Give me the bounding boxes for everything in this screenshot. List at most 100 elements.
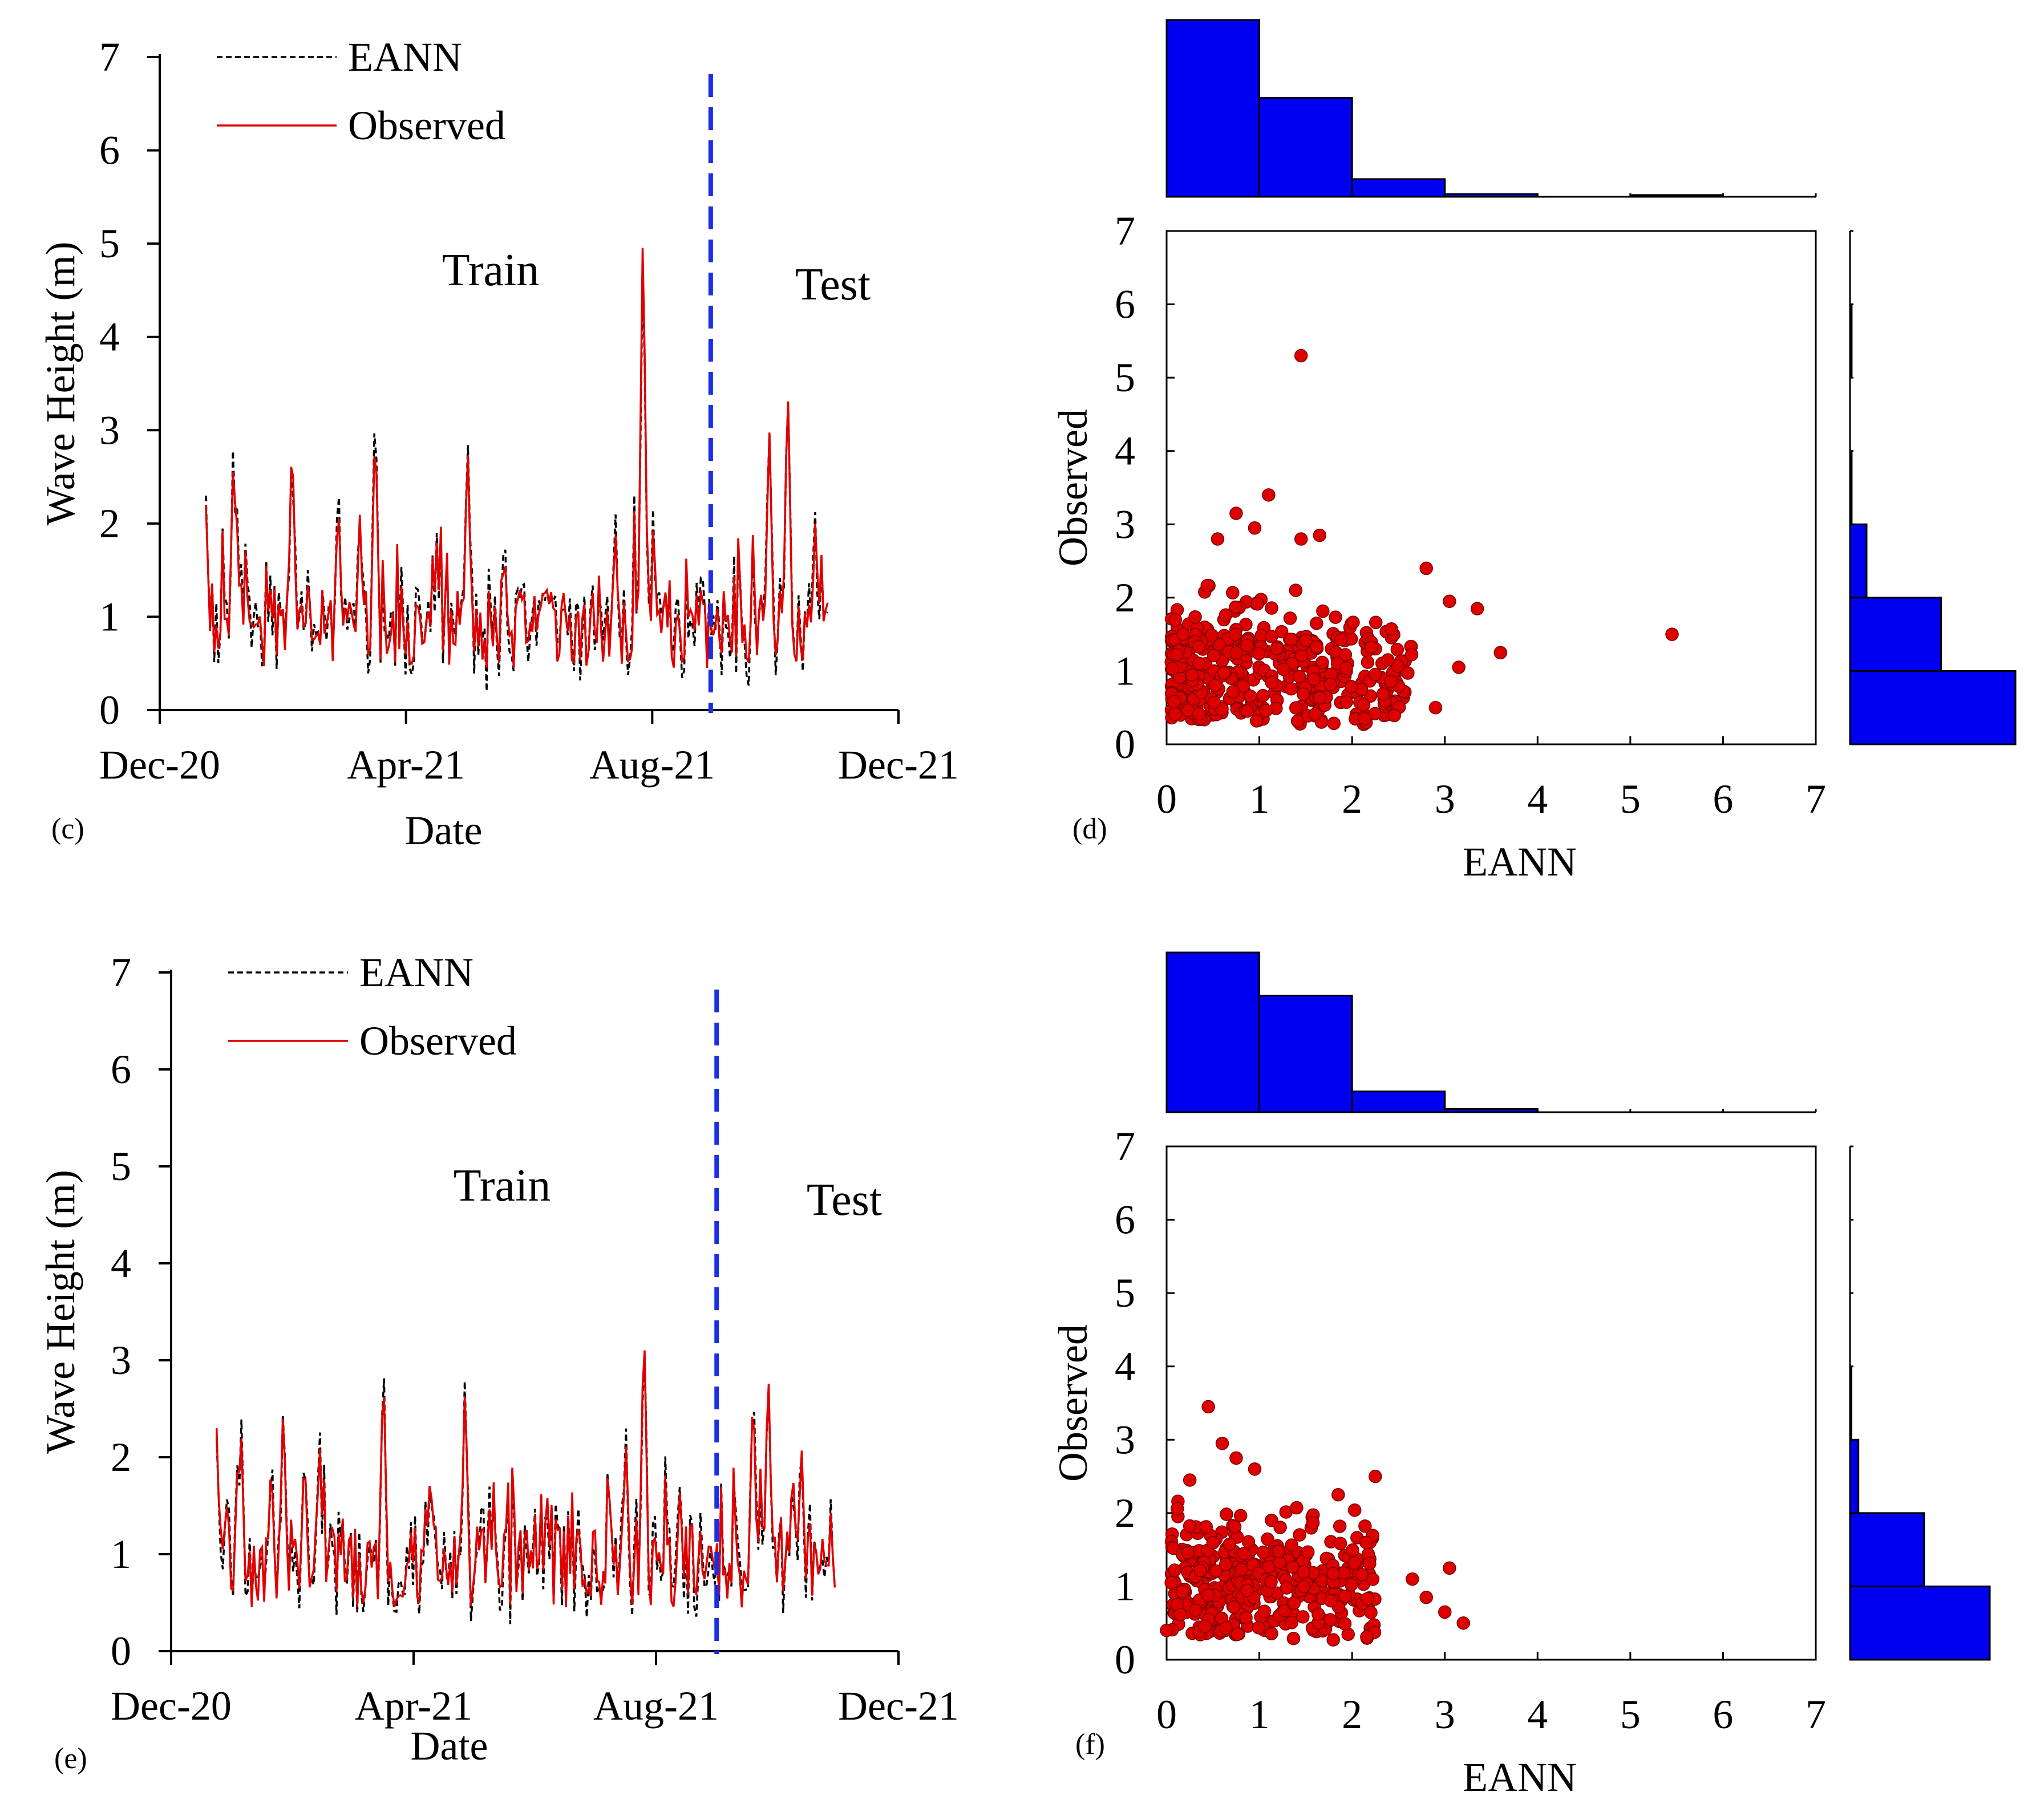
- scatter-point: [1227, 1600, 1241, 1614]
- scatter-point: [1323, 678, 1338, 691]
- y-axis-title: Wave Height (m): [38, 241, 83, 525]
- scatter-point: [1248, 1462, 1262, 1476]
- y-axis-title: Observed: [1050, 1324, 1096, 1482]
- scatter-point: [1259, 704, 1273, 718]
- scatter-point: [1264, 1575, 1278, 1589]
- top-hist-bar: [1629, 194, 1724, 198]
- scatter-point: [1240, 638, 1254, 652]
- scatter-point: [1339, 661, 1353, 675]
- scatter-point: [1376, 687, 1390, 701]
- x-tick-label: 6: [1713, 1692, 1733, 1737]
- scatter-frame: [1165, 230, 1817, 745]
- scatter-point: [1233, 1509, 1248, 1523]
- scatter-point: [1284, 633, 1298, 647]
- top-hist-bar: [1258, 96, 1353, 198]
- scatter-point: [1363, 1556, 1377, 1571]
- scatter-point: [1256, 1545, 1270, 1559]
- test-label: Test: [807, 1175, 882, 1225]
- scatter-point: [1369, 615, 1383, 630]
- y-tick-label: 3: [1115, 1417, 1135, 1462]
- scatter-point: [1338, 1589, 1352, 1603]
- scatter-point: [1283, 611, 1297, 625]
- y-tick-label: 2: [111, 1434, 131, 1480]
- x-tick-label: Dec-20: [111, 1683, 232, 1729]
- x-tick-label: 4: [1527, 1692, 1548, 1737]
- scatter-point: [1188, 1603, 1203, 1617]
- scatter-point: [1226, 685, 1240, 699]
- scatter-point: [1167, 695, 1181, 708]
- scatter-point: [1171, 1502, 1184, 1515]
- scatter-point: [1192, 640, 1206, 654]
- scatter-point: [1290, 1501, 1304, 1515]
- scatter-point: [1358, 1519, 1372, 1533]
- scatter-point: [1344, 1578, 1358, 1592]
- x-tick-label: Dec-20: [99, 742, 220, 788]
- scatter-point: [1401, 666, 1415, 680]
- scatter-point: [1297, 1579, 1310, 1594]
- scatter-point: [1261, 1532, 1274, 1546]
- scatter-point: [1290, 714, 1305, 728]
- scatter-point: [1443, 594, 1456, 609]
- scatter-point: [1211, 532, 1225, 546]
- scatter-points: [1160, 1400, 1470, 1647]
- scatter-point: [1272, 1545, 1285, 1558]
- right-histogram: [1849, 1145, 1991, 1661]
- top-hist-bar: [1351, 1091, 1446, 1113]
- eann-series-line: [205, 267, 829, 691]
- scatter-point: [1207, 695, 1221, 710]
- scatter-point: [1229, 506, 1243, 520]
- scatter-point: [1168, 1563, 1181, 1577]
- scatter-point: [1273, 1521, 1287, 1534]
- scatter-point: [1334, 633, 1348, 647]
- y-tick-label: 4: [99, 314, 120, 360]
- x-tick-label: Aug-21: [593, 1683, 719, 1729]
- scatter-point: [1250, 597, 1264, 611]
- scatter-point: [1324, 1594, 1338, 1608]
- scatter-point: [1229, 600, 1242, 614]
- scatter-point: [1299, 634, 1313, 647]
- panel-label: (e): [54, 1742, 87, 1775]
- panel-label: (d): [1072, 813, 1107, 845]
- scatter-point: [1265, 1627, 1278, 1640]
- x-tick-label: 7: [1806, 1692, 1826, 1737]
- scatter-point: [1239, 1611, 1253, 1625]
- scatter-point: [1387, 708, 1401, 723]
- scatter-point: [1313, 691, 1326, 705]
- scatter-point: [1197, 1619, 1212, 1633]
- scatter-point: [1329, 610, 1342, 624]
- train-label: Train: [454, 1161, 550, 1211]
- right-hist-bar: [1849, 670, 2017, 745]
- panel-f: 00 1 1 2 2 3 3 4 4 5 5 6 6 7 7 EANN Observed (f): [1050, 951, 1991, 1800]
- x-tick-label: Aug-21: [589, 742, 715, 788]
- right-hist-bar: [1849, 1512, 1925, 1587]
- right-hist-bar: [1849, 1365, 1852, 1441]
- x-tick-label: 7: [1806, 776, 1826, 822]
- scatter-point: [1205, 629, 1219, 642]
- x-tick-label: 4: [1527, 776, 1548, 822]
- train-label: Train: [442, 245, 539, 295]
- scatter-point: [1168, 707, 1182, 721]
- scatter-point: [1285, 1538, 1298, 1552]
- scatter-point: [1493, 646, 1508, 660]
- x-tick-label: Dec-21: [838, 742, 959, 788]
- y-tick-label: 6: [111, 1047, 131, 1092]
- scatter-point: [1443, 1561, 1456, 1575]
- scatter-point: [1183, 1519, 1197, 1533]
- scatter-point: [1358, 712, 1372, 725]
- x-tick-label: 5: [1620, 776, 1641, 822]
- scatter-point: [1223, 1537, 1237, 1551]
- scatter-point: [1307, 672, 1321, 686]
- scatter-point: [1347, 1556, 1361, 1570]
- scatter-point: [1391, 659, 1404, 673]
- scatter-point: [1309, 707, 1322, 721]
- scatter-point: [1236, 679, 1250, 693]
- scatter-point: [1192, 707, 1206, 721]
- scatter-point: [1240, 1583, 1254, 1598]
- y-tick-label: 0: [1115, 721, 1135, 767]
- scatter-point: [1385, 622, 1398, 636]
- panel-e: 0 1 2 3 4 5 6 7 Dec-20 Apr-21 Aug-21 Dec-21 Date Wave…: [38, 950, 959, 1775]
- scatter-point: [1201, 1400, 1215, 1414]
- scatter-point: [1369, 1469, 1382, 1483]
- scatter-point: [1286, 1632, 1301, 1645]
- scatter-point: [1165, 662, 1179, 675]
